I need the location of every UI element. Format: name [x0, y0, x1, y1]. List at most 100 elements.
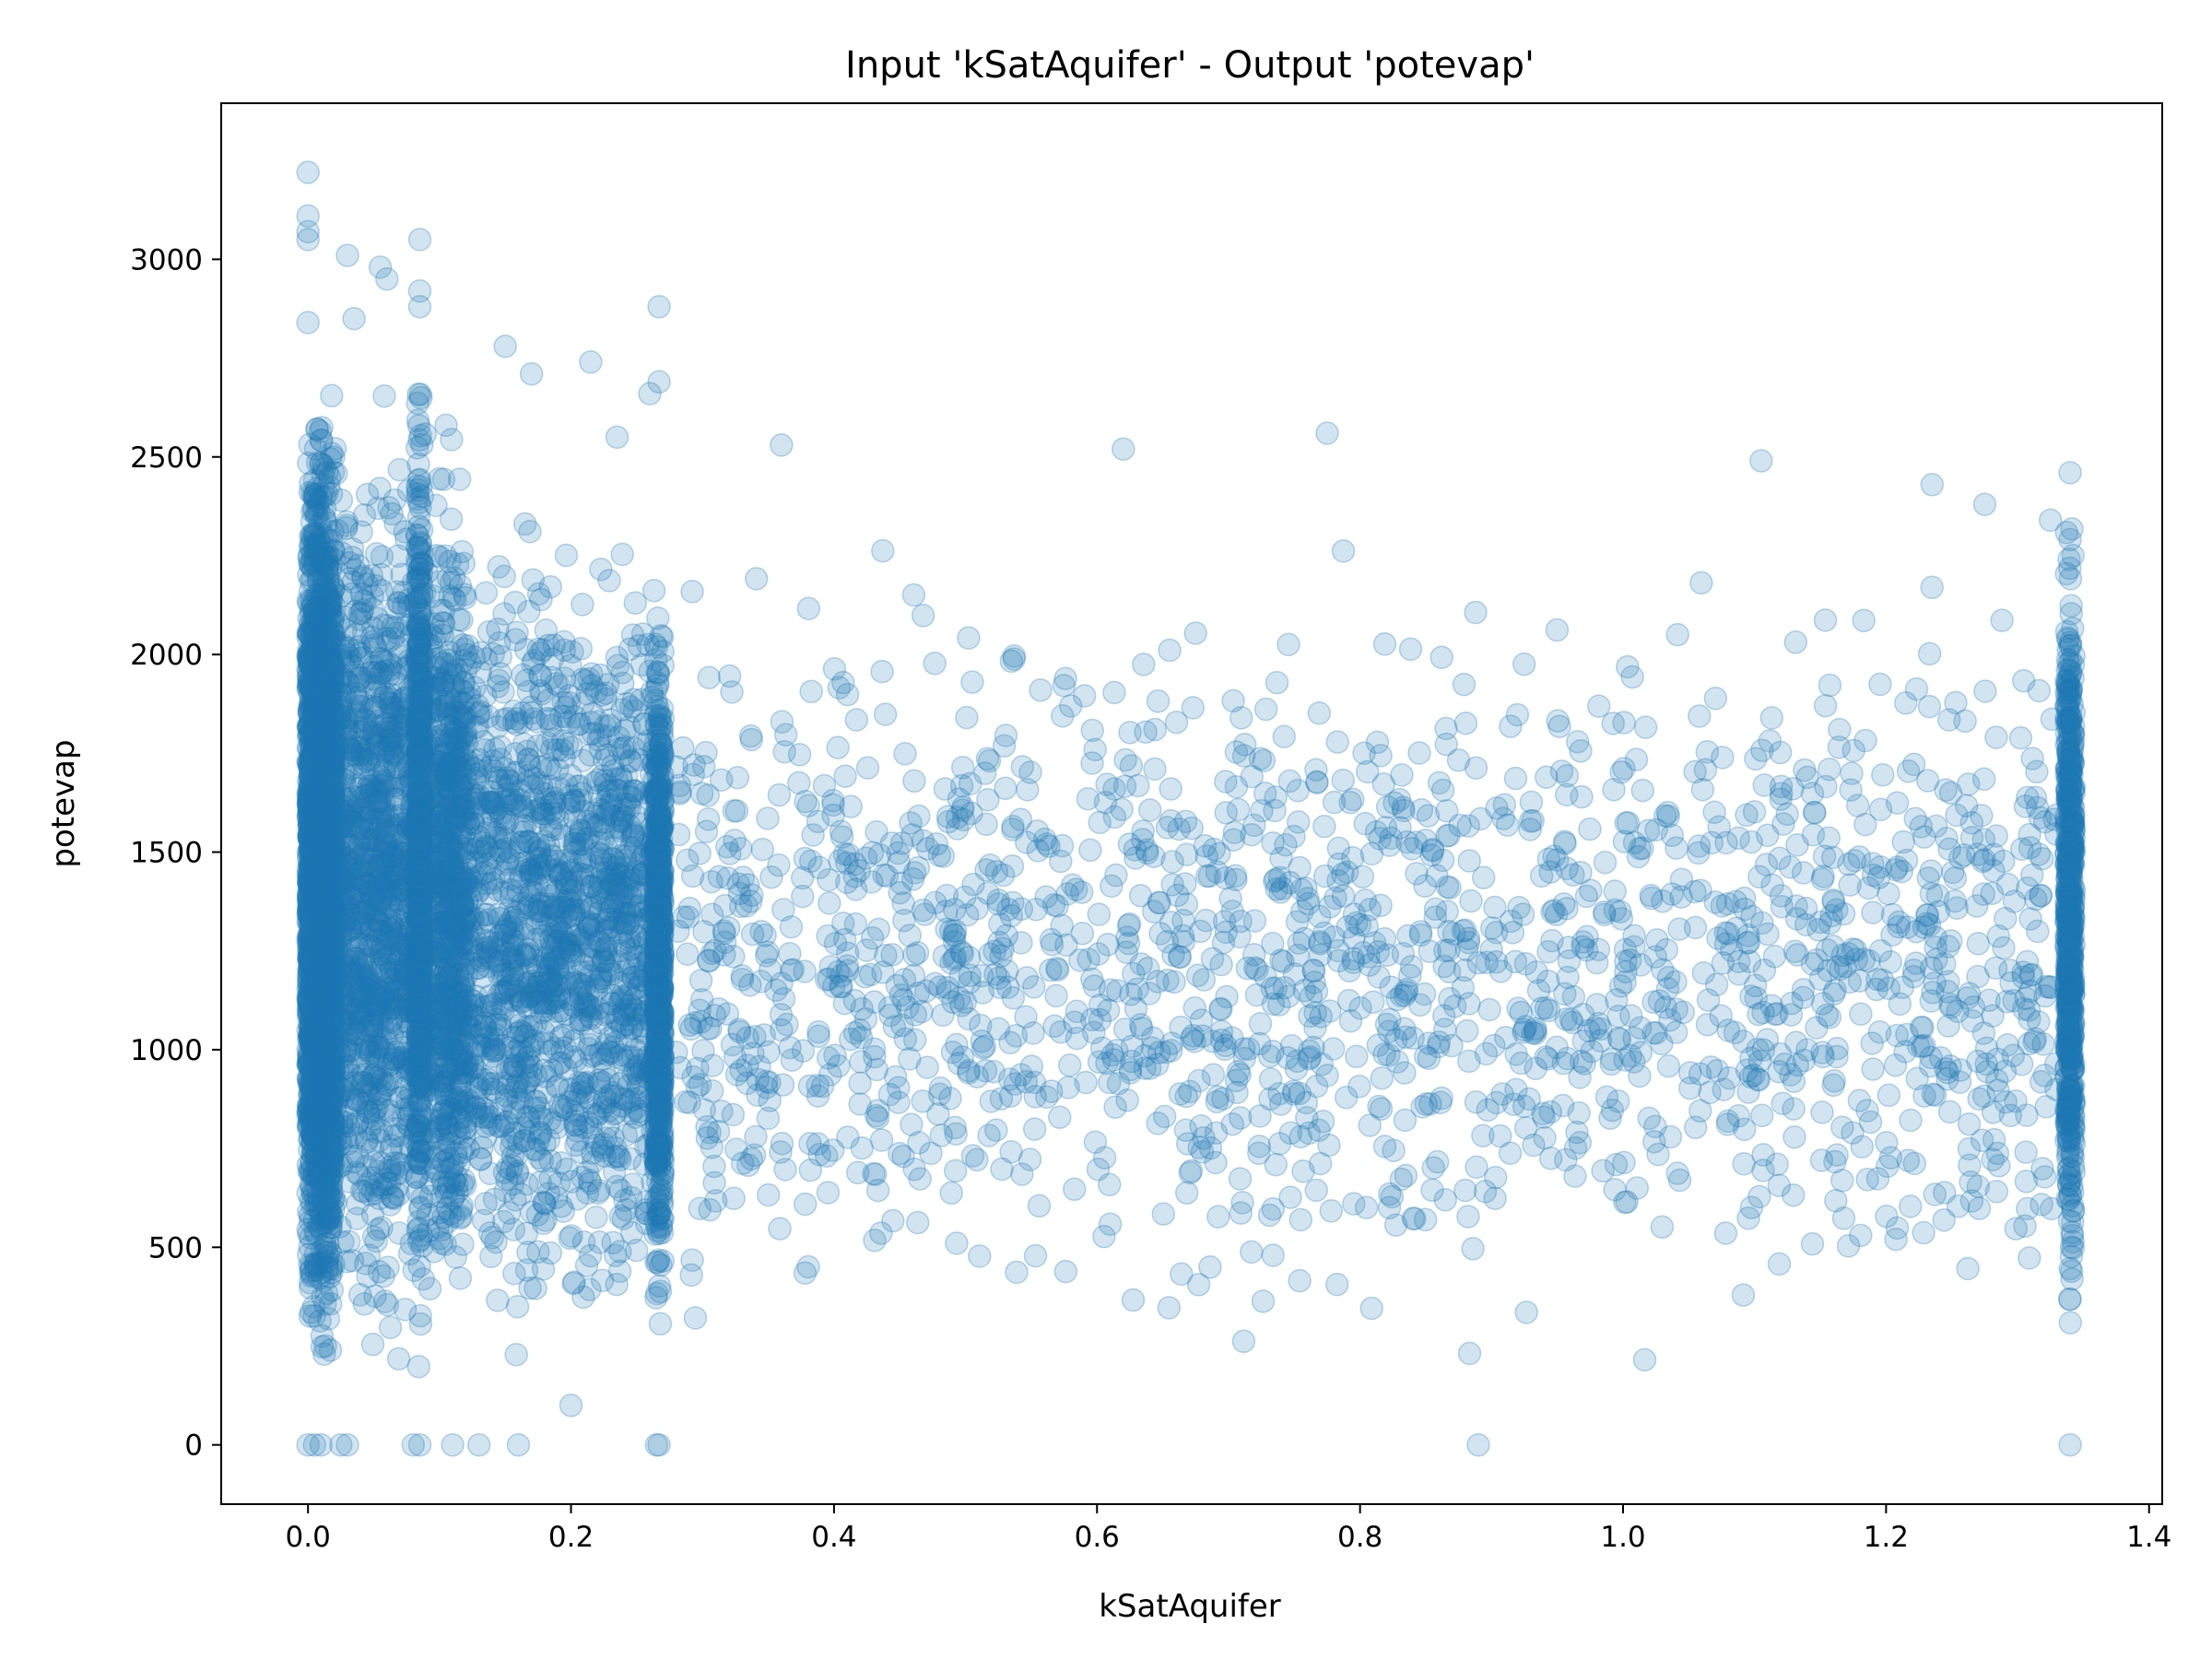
data-point	[383, 1162, 408, 1187]
data-point	[309, 816, 333, 840]
data-point	[335, 1132, 359, 1156]
data-point	[302, 942, 326, 967]
data-point	[382, 967, 407, 991]
data-point	[362, 808, 387, 833]
data-point	[301, 841, 325, 866]
data-point	[304, 735, 328, 760]
data-point	[320, 665, 345, 690]
data-point	[318, 1117, 343, 1141]
data-point	[316, 782, 340, 807]
data-point	[299, 860, 324, 884]
data-point	[310, 720, 334, 744]
data-point	[308, 1105, 332, 1129]
data-point	[306, 1157, 331, 1181]
data-point	[318, 644, 342, 668]
data-point	[313, 724, 337, 748]
data-point	[313, 705, 338, 730]
data-point	[308, 889, 332, 913]
data-point	[300, 957, 324, 981]
data-point	[304, 610, 329, 634]
data-point	[324, 461, 348, 486]
data-point	[366, 660, 390, 684]
data-point	[320, 995, 344, 1019]
data-point	[298, 1045, 322, 1070]
data-point	[362, 633, 387, 657]
data-point	[317, 972, 341, 997]
data-point	[300, 648, 324, 673]
data-point	[301, 522, 325, 547]
data-point	[300, 984, 324, 1008]
data-point	[299, 569, 323, 594]
data-point	[360, 1332, 385, 1357]
data-point	[360, 694, 384, 718]
data-point	[309, 816, 333, 840]
data-point	[301, 640, 325, 664]
data-point	[309, 940, 334, 965]
data-point	[344, 599, 368, 623]
data-point	[439, 507, 464, 532]
data-point	[312, 994, 335, 1018]
data-point	[306, 1053, 330, 1078]
data-point	[303, 1219, 327, 1244]
data-point	[300, 1034, 324, 1058]
data-point	[320, 580, 344, 604]
data-point	[296, 1067, 321, 1091]
data-point	[312, 958, 336, 982]
data-point	[418, 1277, 442, 1301]
data-point	[474, 581, 499, 605]
data-point	[312, 857, 336, 882]
data-point	[303, 730, 327, 754]
data-point	[313, 1334, 337, 1359]
data-point	[320, 863, 344, 888]
data-point	[302, 1124, 327, 1148]
data-point	[307, 700, 332, 724]
data-point	[298, 751, 322, 775]
data-point	[322, 758, 346, 782]
data-point	[318, 885, 342, 909]
data-point	[316, 1244, 340, 1269]
data-point	[303, 601, 327, 625]
data-point	[303, 779, 328, 804]
data-point	[571, 593, 594, 617]
data-point	[322, 1116, 346, 1141]
data-point	[320, 961, 344, 985]
data-point	[314, 481, 339, 506]
data-point	[366, 496, 390, 521]
data-point	[316, 1189, 340, 1214]
data-point	[313, 1232, 337, 1256]
data-point	[304, 582, 329, 607]
data-point	[371, 986, 395, 1010]
data-point	[370, 1216, 394, 1240]
data-point	[304, 805, 329, 829]
data-point	[314, 753, 338, 777]
data-point	[406, 1354, 431, 1379]
data-point	[330, 541, 354, 566]
data-point	[385, 635, 409, 659]
data-point	[312, 1153, 335, 1177]
data-point	[336, 861, 361, 885]
data-point	[308, 877, 332, 901]
data-point	[324, 770, 347, 794]
data-point	[323, 436, 347, 461]
data-point	[312, 959, 335, 982]
data-point	[307, 1215, 331, 1239]
data-point	[304, 694, 328, 719]
data-point	[315, 1069, 340, 1094]
data-point	[311, 979, 335, 1004]
data-point	[319, 1055, 343, 1079]
data-point	[386, 1347, 411, 1371]
data-point	[329, 488, 354, 512]
data-point	[301, 1044, 326, 1068]
data-point	[320, 859, 344, 884]
data-point	[352, 1292, 377, 1316]
data-point	[312, 507, 336, 531]
data-point	[305, 1071, 330, 1096]
data-point	[317, 1240, 341, 1265]
data-point	[367, 1259, 392, 1284]
data-point	[321, 901, 346, 926]
data-point	[319, 809, 344, 834]
data-point	[298, 899, 322, 924]
data-point	[346, 1088, 370, 1112]
data-point	[301, 803, 326, 828]
